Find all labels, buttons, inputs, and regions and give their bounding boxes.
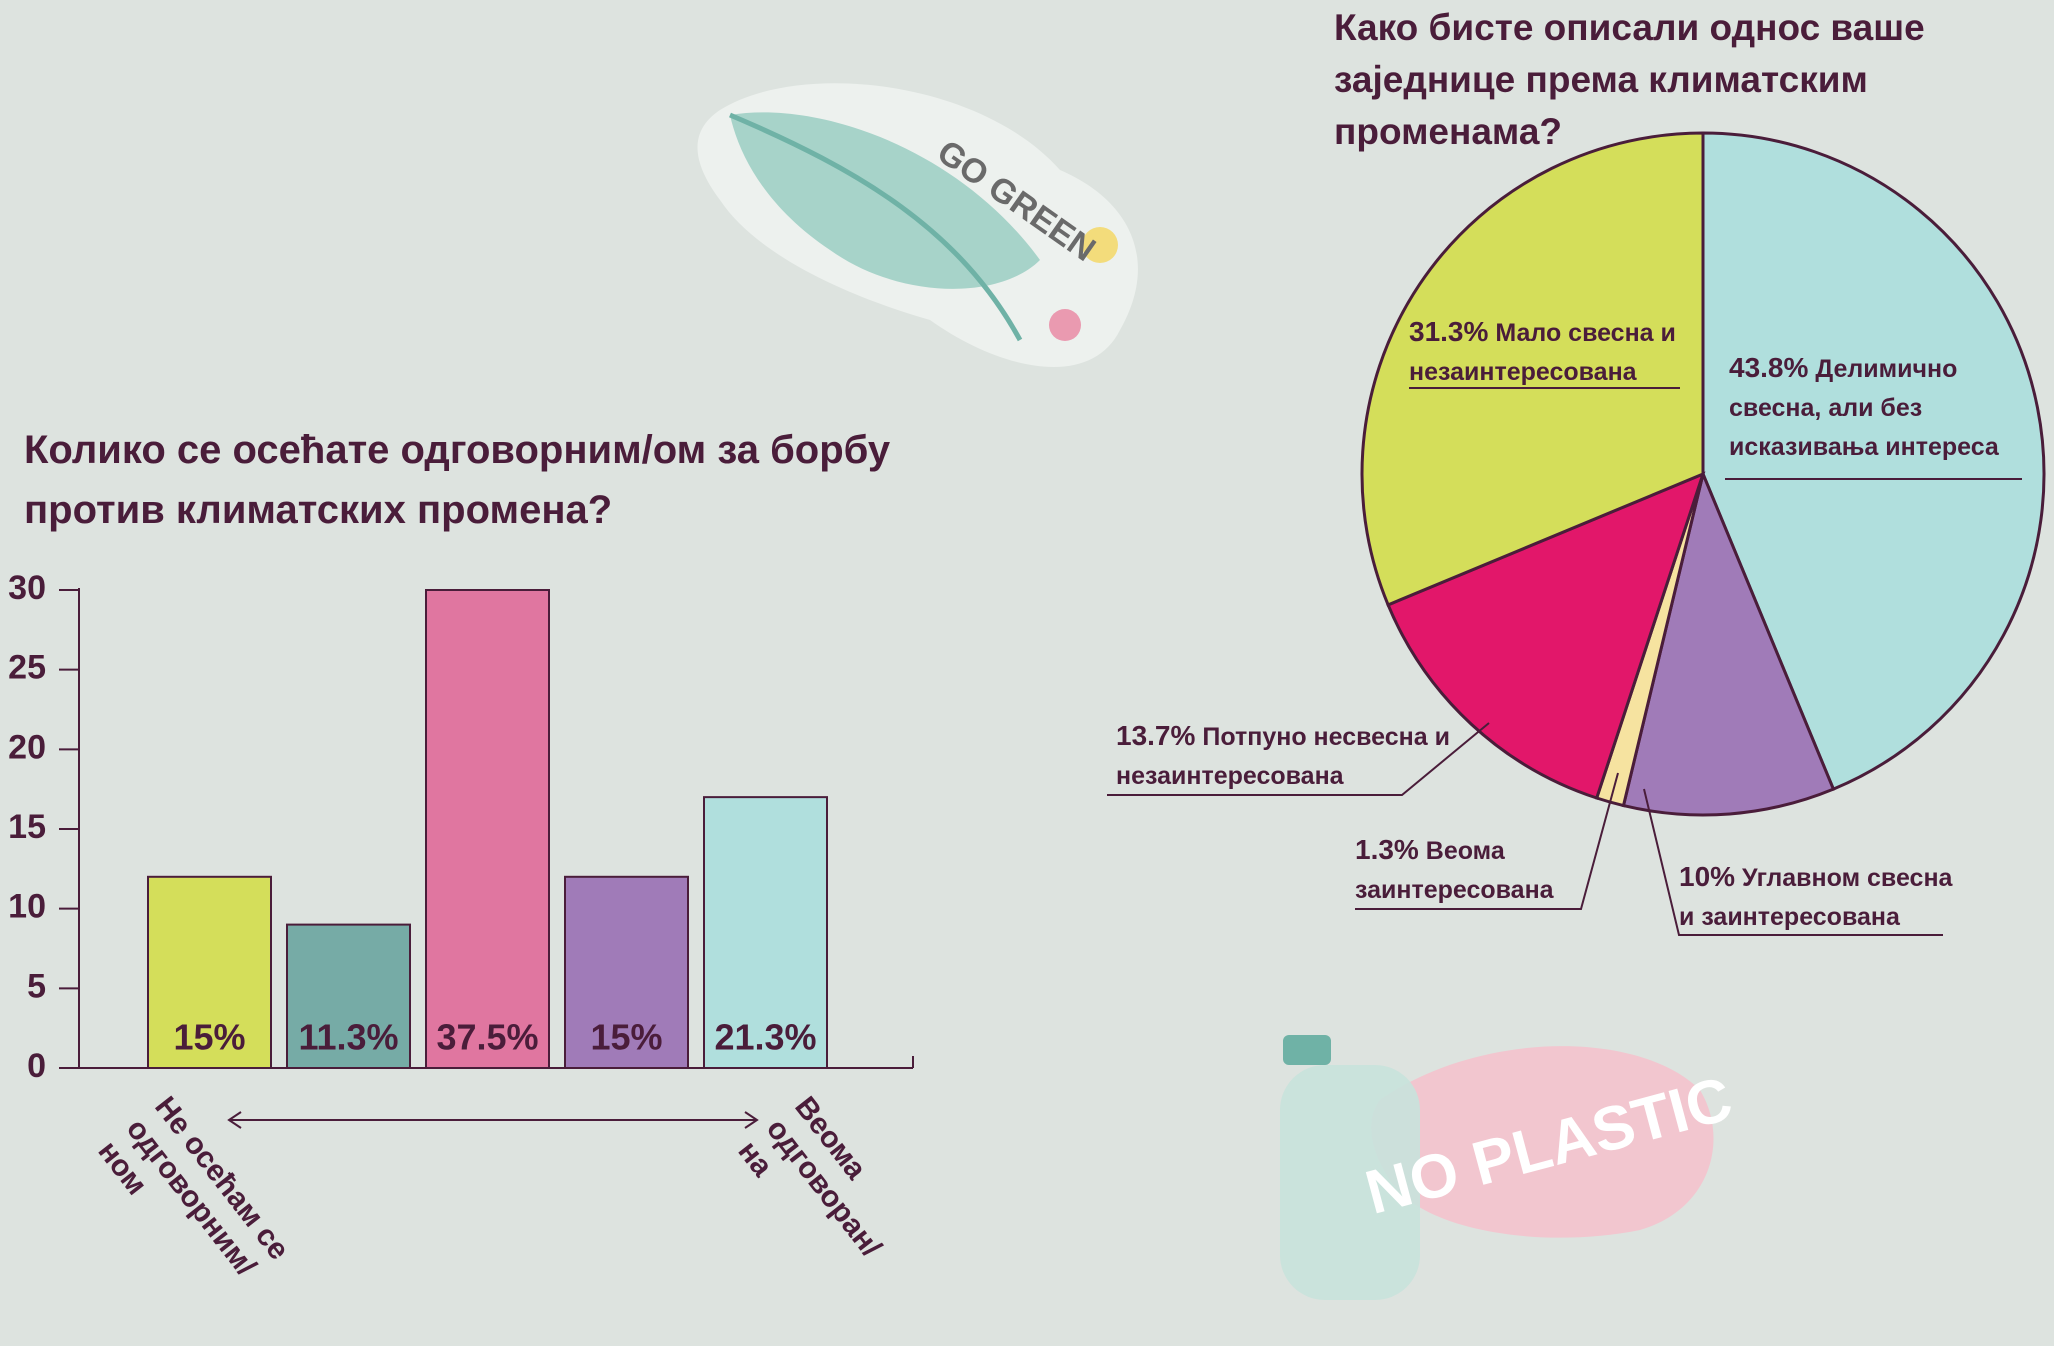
go-green-sticker: GO GREEN: [697, 83, 1138, 368]
slice-label: 13.7% Потпуно несвесна и незаинтересован…: [1116, 716, 1456, 796]
no-plastic-sticker: NO PLASTIC: [1280, 1035, 1739, 1300]
pie-slice: [1621, 469, 1836, 817]
slice-value-label: 10%: [1679, 861, 1736, 892]
y-tick-label: 10: [8, 888, 46, 926]
slice-category: Делимично свесна, али без исказивања инт…: [1729, 355, 1999, 461]
slice-label: 31.3% Мало свесна и незаинтересована: [1409, 312, 1689, 392]
slice-category: Веома заинтересована: [1355, 837, 1554, 904]
bar: [564, 875, 689, 1069]
y-tick-label: 20: [8, 728, 46, 766]
pie-title: Како бисте описали однос ваше заједнице …: [1334, 7, 1925, 152]
value-label: 15%: [590, 1017, 662, 1058]
y-tick-label: 30: [8, 569, 46, 607]
slice-label: 10% Углавном свесна и заинтересована: [1679, 857, 1969, 937]
leader-line: [1355, 772, 1619, 910]
leader-line: [1643, 788, 1943, 936]
arrow: [227, 1111, 759, 1129]
pie-slice: [1701, 131, 2046, 792]
slice-category: Потпуно несвесна и незаинтересована: [1116, 723, 1450, 790]
bar: [147, 875, 272, 1069]
slice-value-label: 13.7%: [1116, 720, 1196, 751]
y-tick-label: 25: [8, 649, 46, 687]
leader-line: [1107, 722, 1490, 796]
bar-title: Колико се осећате одговорним/ом за борбу…: [24, 428, 891, 532]
pie-slice: [1386, 471, 1706, 800]
value-label: 11.3%: [298, 1017, 398, 1058]
y-tick-label: 15: [8, 808, 46, 846]
bar: [425, 589, 550, 1069]
pie-slice: [1360, 131, 1705, 607]
slice-label: 43.8% Делимично свесна, али без исказива…: [1729, 348, 2029, 467]
value-label: 15%: [173, 1017, 245, 1058]
slice-label: 1.3% Веома заинтересована: [1355, 830, 1585, 910]
slice-value-label: 31.3%: [1409, 316, 1489, 347]
slice-category: Углавном свесна и заинтересована: [1679, 864, 1953, 931]
slice-category: Мало свесна и незаинтересована: [1409, 319, 1676, 386]
slice-value-label: 1.3%: [1355, 834, 1419, 865]
bar: [286, 923, 411, 1069]
y-tick-label: 0: [27, 1047, 46, 1085]
value-label: 37.5%: [436, 1017, 538, 1058]
slice-value-label: 43.8%: [1729, 352, 1809, 383]
value-label: 21.3%: [714, 1017, 816, 1058]
y-tick-label: 5: [27, 967, 46, 1005]
